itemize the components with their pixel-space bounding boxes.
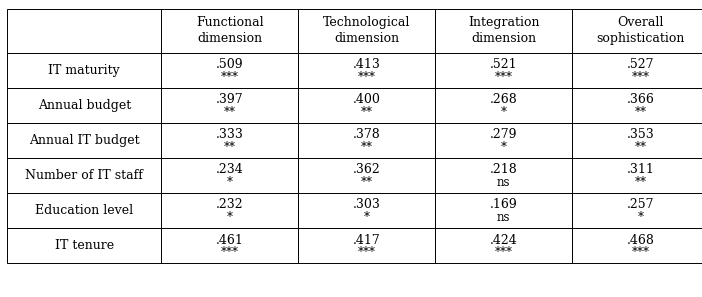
Text: Functional
dimension: Functional dimension	[196, 16, 264, 45]
Text: .468: .468	[627, 233, 654, 247]
Text: Education level: Education level	[35, 204, 133, 217]
Text: *: *	[501, 141, 507, 154]
Text: .169: .169	[490, 198, 517, 211]
Text: .362: .362	[353, 163, 380, 176]
Text: *: *	[227, 211, 233, 224]
Text: *: *	[501, 106, 507, 119]
Bar	[7, 158, 161, 193]
Text: ns: ns	[497, 176, 510, 189]
Text: .279: .279	[490, 128, 517, 141]
Text: Annual budget: Annual budget	[38, 99, 131, 112]
Bar	[572, 228, 702, 263]
Text: **: **	[635, 106, 647, 119]
Text: .461: .461	[216, 233, 244, 247]
Text: Number of IT staff: Number of IT staff	[25, 169, 143, 182]
Bar	[161, 9, 298, 53]
Text: .366: .366	[627, 93, 654, 106]
Text: .311: .311	[627, 163, 654, 176]
Text: .378: .378	[353, 128, 380, 141]
Text: ***: ***	[495, 71, 512, 84]
Text: ***: ***	[358, 246, 376, 259]
Text: .527: .527	[627, 58, 654, 71]
Text: **: **	[224, 106, 236, 119]
Bar	[298, 53, 435, 88]
Text: ***: ***	[221, 71, 239, 84]
Text: Overall
sophistication: Overall sophistication	[597, 16, 684, 45]
Text: .413: .413	[353, 58, 380, 71]
Bar	[572, 53, 702, 88]
Text: IT maturity: IT maturity	[48, 64, 120, 77]
Bar	[572, 123, 702, 158]
Bar	[435, 9, 572, 53]
Bar	[161, 193, 298, 228]
Text: Integration
dimension: Integration dimension	[468, 16, 539, 45]
Bar	[572, 158, 702, 193]
Bar	[7, 193, 161, 228]
Text: IT tenure: IT tenure	[55, 239, 114, 252]
Bar	[435, 53, 572, 88]
Text: *: *	[637, 211, 644, 224]
Text: .424: .424	[490, 233, 517, 247]
Text: *: *	[364, 211, 370, 224]
Text: **: **	[635, 141, 647, 154]
Bar	[435, 123, 572, 158]
Text: ***: ***	[495, 246, 512, 259]
Text: ***: ***	[632, 246, 649, 259]
Bar	[435, 158, 572, 193]
Bar	[435, 88, 572, 123]
Text: Technological
dimension: Technological dimension	[323, 16, 411, 45]
Bar	[435, 193, 572, 228]
Text: .353: .353	[627, 128, 654, 141]
Bar	[7, 53, 161, 88]
Bar	[298, 193, 435, 228]
Text: .521: .521	[490, 58, 517, 71]
Text: **: **	[361, 106, 373, 119]
Bar	[572, 193, 702, 228]
Bar	[7, 88, 161, 123]
Text: .333: .333	[216, 128, 244, 141]
Text: ***: ***	[221, 246, 239, 259]
Bar	[161, 228, 298, 263]
Text: .218: .218	[490, 163, 517, 176]
Text: .509: .509	[216, 58, 244, 71]
Text: *: *	[227, 176, 233, 189]
Bar	[161, 53, 298, 88]
Bar	[161, 158, 298, 193]
Text: **: **	[224, 141, 236, 154]
Bar	[298, 158, 435, 193]
Text: .234: .234	[216, 163, 244, 176]
Text: **: **	[361, 141, 373, 154]
Text: .303: .303	[353, 198, 380, 211]
Text: .257: .257	[627, 198, 654, 211]
Bar	[7, 9, 161, 53]
Text: .397: .397	[216, 93, 244, 106]
Text: .417: .417	[353, 233, 380, 247]
Text: ns: ns	[497, 211, 510, 224]
Text: **: **	[361, 176, 373, 189]
Bar	[7, 228, 161, 263]
Bar	[572, 88, 702, 123]
Bar	[435, 228, 572, 263]
Text: Annual IT budget: Annual IT budget	[29, 134, 140, 147]
Bar	[161, 88, 298, 123]
Text: **: **	[635, 176, 647, 189]
Text: ***: ***	[358, 71, 376, 84]
Bar	[572, 9, 702, 53]
Text: .268: .268	[490, 93, 517, 106]
Bar	[161, 123, 298, 158]
Text: ***: ***	[632, 71, 649, 84]
Text: .400: .400	[353, 93, 380, 106]
Bar	[298, 9, 435, 53]
Bar	[7, 123, 161, 158]
Bar	[298, 88, 435, 123]
Text: .232: .232	[216, 198, 244, 211]
Bar	[298, 228, 435, 263]
Bar	[298, 123, 435, 158]
